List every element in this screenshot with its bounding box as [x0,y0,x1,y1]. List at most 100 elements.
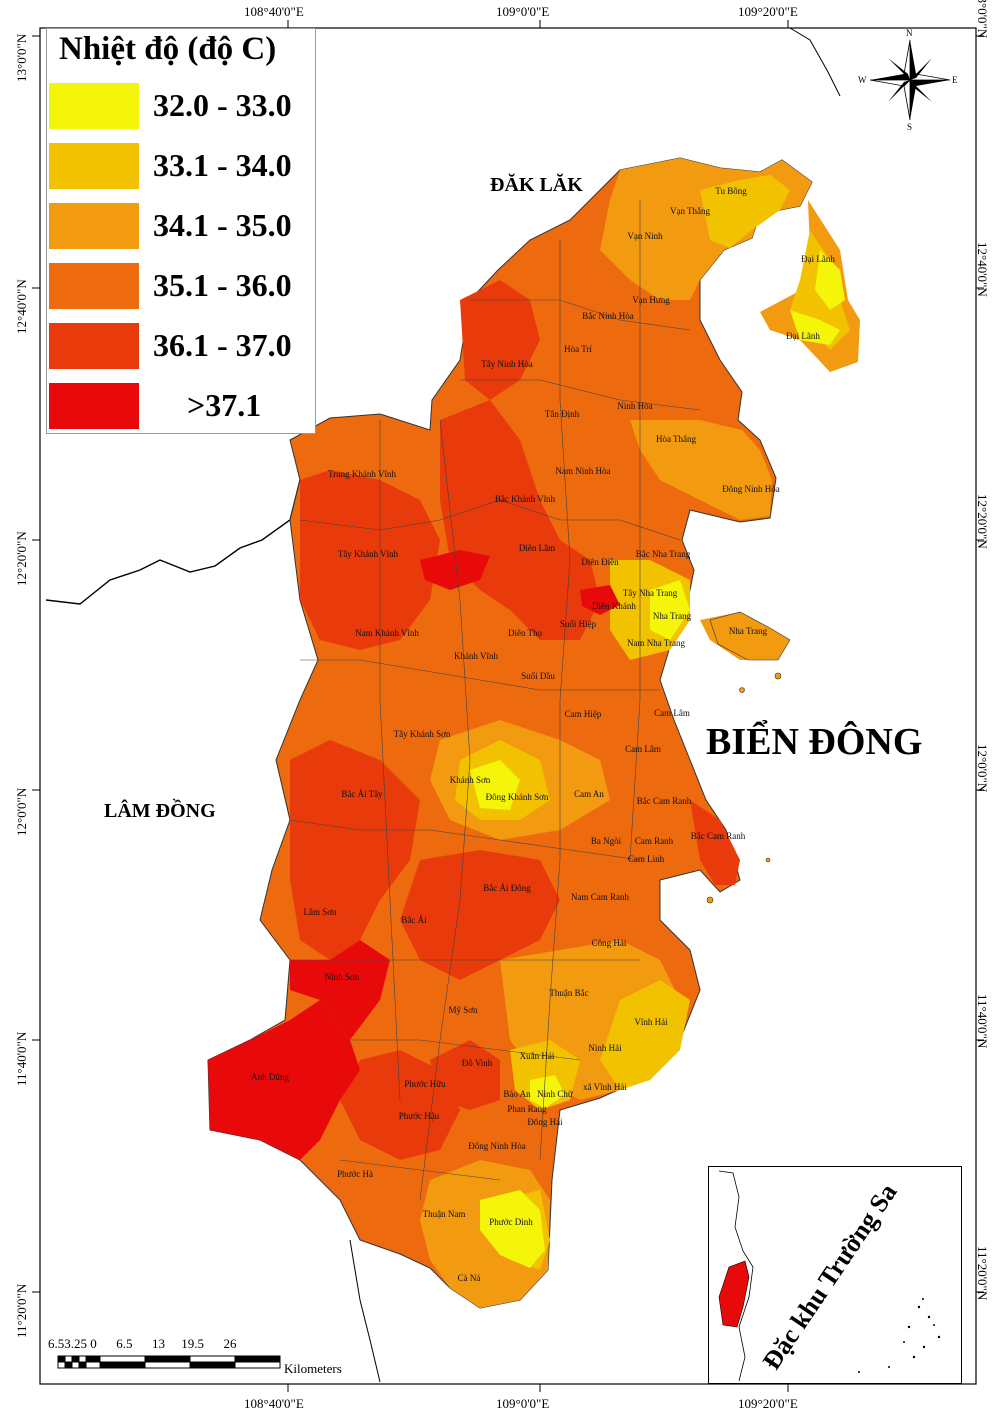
commune-label: Tây Ninh Hòa [481,359,533,369]
commune-label: Suối Dầu [521,671,555,681]
zone-32-33 [470,250,845,1268]
commune-label: Diên Điền [581,557,619,567]
commune-label: Diên Khánh [592,601,636,611]
commune-label: Vĩnh Hải [634,1017,668,1027]
commune-label: Suối Hiệp [559,619,597,629]
legend-swatch [49,203,139,249]
district-boundaries [289,200,701,1201]
commune-label: Bắc Nha Trang [635,549,691,559]
compass-s: S [907,122,913,132]
lat-label-left-1: 13°0'0"N [14,33,29,82]
lat-label-right-6: 11°20'0"N [975,1246,990,1301]
commune-label: Xuân Hải [519,1051,555,1061]
commune-label: Vạn Ninh [627,231,663,241]
commune-label: Mỹ Sơn [448,1005,478,1015]
border-line-north [789,27,841,97]
commune-label: Anh Dũng [251,1072,289,1082]
legend-item: 33.1 - 34.0 [47,143,315,191]
commune-label: Đông Ninh Hòa [722,484,780,494]
commune-label: Khánh Sơn [449,775,491,785]
legend-item: 32.0 - 33.0 [47,83,315,131]
lon-label-bottom-2: 109°0'0"E [496,1396,550,1411]
border-line-south [349,1239,381,1383]
compass-rose-icon [869,39,951,121]
commune-label: Ninh Hòa [617,401,653,411]
commune-label: Cam Lâm [654,708,690,718]
lon-label-top-3: 109°20'0"E [738,4,798,19]
commune-label: Nam Nha Trang [627,638,685,648]
legend-title: Nhiệt độ (độ C) [59,31,277,67]
commune-label: Công Hải [591,938,627,948]
lat-label-left-3: 12°20'0"N [14,531,29,586]
legend-label: 36.1 - 37.0 [153,327,292,363]
commune-label: Tây Nha Trang [622,588,678,598]
lat-label-left-6: 11°20'0"N [14,1283,29,1338]
commune-label: Đại Lãnh [786,331,820,341]
commune-label: Đông Khánh Sơn [485,792,549,802]
lat-label-left-5: 11°40'0"N [14,1031,29,1086]
commune-label: Ninh Chữ [537,1089,573,1099]
commune-label: Trung Khánh Vĩnh [327,469,397,479]
scale-unit: Kilometers [284,1361,342,1376]
legend-swatch [49,383,139,429]
commune-label: Lâm Sơn [303,907,337,917]
commune-label: Khánh Vĩnh [453,651,499,661]
commune-label: Nha Trang [652,611,692,621]
commune-label: Cam Lâm [625,744,661,754]
commune-label: Tây Khánh Sơn [393,729,451,739]
commune-label: Bắc Khánh Vĩnh [494,494,556,504]
lat-label-right-1: 13°0'0"N [975,0,990,39]
legend-label: 35.1 - 36.0 [153,267,292,303]
legend-label: 34.1 - 35.0 [153,207,292,243]
inset-map-graphic [718,1170,941,1382]
lon-label-bottom-1: 108°40'0"E [244,1396,304,1411]
commune-label: Phước Hữu [404,1079,446,1089]
commune-label: Bảo An [503,1089,531,1099]
commune-label: Vạn Hưng [632,295,670,305]
legend-swatch [49,83,139,129]
islands [706,611,791,904]
legend-swatch [49,143,139,189]
commune-label: Nam Cam Ranh [571,892,629,902]
region-lam-dong: LÂM ĐỒNG [104,800,216,822]
commune-label: Vạn Thắng [669,206,711,216]
commune-label: Bắc Ái [401,915,427,925]
compass-e: E [952,75,958,85]
commune-label: Đông Hải [527,1117,563,1127]
commune-label: Cam An [574,789,604,799]
commune-label: Bắc Cam Ranh [690,831,746,841]
legend-label: 32.0 - 33.0 [153,87,292,123]
commune-label: Hòa Thắng [655,434,697,444]
region-dak-lak: ĐĂK LĂK [490,174,583,196]
scale-bar [57,1355,281,1369]
legend-label: >37.1 [187,387,262,423]
commune-label: Thuận Bắc [549,988,589,998]
lat-label-left-2: 12°40'0"N [14,279,29,334]
commune-label: Nha Trang [728,626,768,636]
lat-label-right-3: 12°20'0"N [975,494,990,549]
commune-label: Ba Ngòi [590,836,622,846]
graticule-ticks [32,20,984,1392]
lon-label-top-1: 108°40'0"E [244,4,304,19]
commune-label: Phan Rang [507,1104,547,1114]
lon-label-top-2: 109°0'0"E [496,4,550,19]
legend-item: 36.1 - 37.0 [47,323,315,371]
commune-label: Đông Ninh Hòa [468,1141,526,1151]
inset-map: Đặc khu Trường Sa [708,1166,962,1384]
lon-label-bottom-3: 109°20'0"E [738,1396,798,1411]
commune-label: Bắc Ái Đông [483,883,531,893]
commune-label: Bắc Ninh Hòa [582,311,634,321]
scale-labels: 6.53.25 0 6.5 13 19.5 26 [48,1336,237,1351]
commune-label: Cam Linh [627,854,665,864]
commune-label: Hòa Trí [564,344,592,354]
lat-label-left-4: 12°0'0"N [14,787,29,836]
legend-label: 33.1 - 34.0 [153,147,292,183]
compass-w: W [858,75,867,85]
zone-36-37 [290,280,740,1160]
lat-label-right-2: 12°40'0"N [975,242,990,297]
commune-label: Đại Lãnh [801,254,835,264]
legend-item: >37.1 [47,383,315,431]
legend-swatch [49,323,139,369]
lat-label-right-5: 11°40'0"N [975,994,990,1049]
